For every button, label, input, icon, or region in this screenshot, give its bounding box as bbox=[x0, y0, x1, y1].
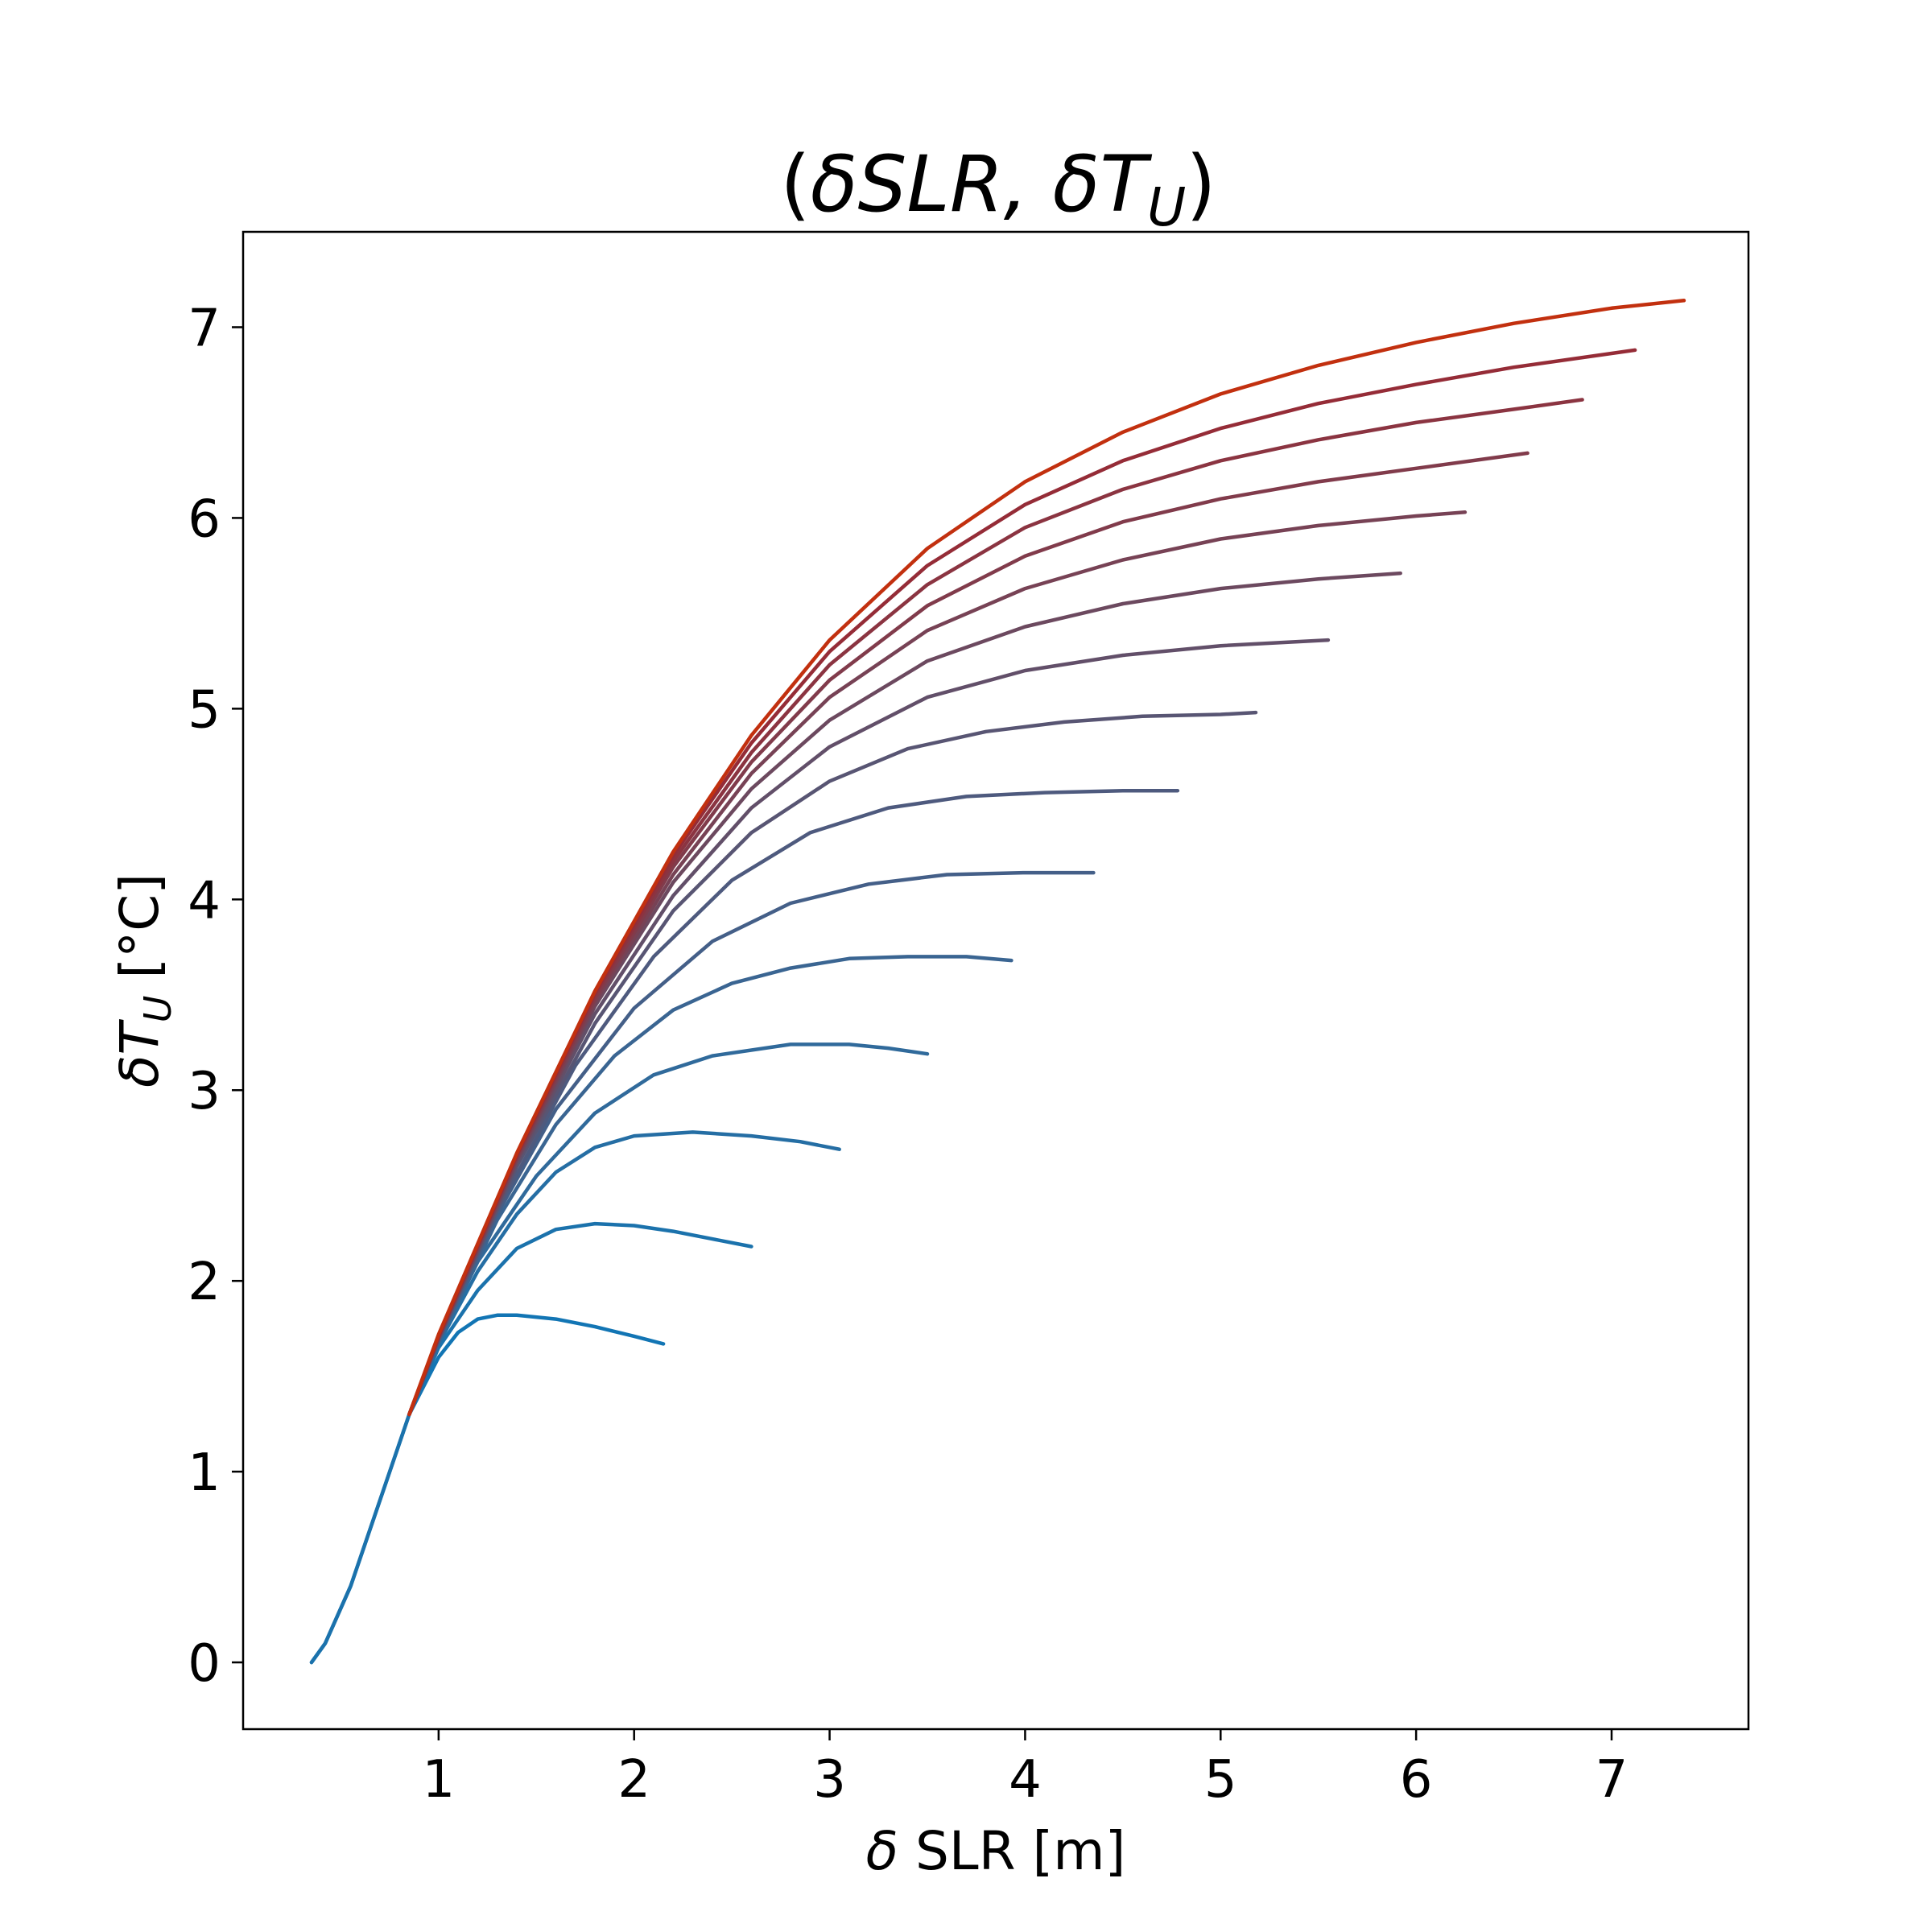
x-axis: 1 2 3 4 5 6 7 bbox=[422, 1729, 1628, 1810]
series-line-3 bbox=[407, 1130, 841, 1417]
y-axis: 0 1 2 3 4 5 6 7 bbox=[188, 299, 243, 1694]
x-axis-title: δ SLR [m] bbox=[866, 1820, 1126, 1882]
y-tick-label: 4 bbox=[188, 871, 221, 931]
x-tick-label: 2 bbox=[617, 1750, 650, 1810]
series-line-15 bbox=[407, 299, 1686, 1417]
series-line-2 bbox=[309, 1221, 753, 1665]
y-tick-label: 5 bbox=[188, 680, 221, 740]
x-tick-label: 1 bbox=[422, 1750, 455, 1810]
x-tick-label: 7 bbox=[1596, 1750, 1629, 1810]
plot-lines bbox=[309, 299, 1686, 1665]
x-tick-label: 5 bbox=[1204, 1750, 1237, 1810]
plot-frame bbox=[242, 230, 1750, 1731]
y-tick-label: 3 bbox=[188, 1062, 221, 1121]
x-tick-label: 4 bbox=[1009, 1750, 1042, 1810]
chart-title: (δSLR, δTU) bbox=[780, 139, 1216, 238]
y-tick-label: 2 bbox=[188, 1253, 221, 1312]
y-tick-label: 0 bbox=[188, 1634, 221, 1694]
y-tick-label: 7 bbox=[188, 299, 221, 358]
y-axis-title: δTU [°C] bbox=[109, 873, 180, 1088]
series-line-5 bbox=[407, 955, 1013, 1417]
x-tick-label: 3 bbox=[813, 1750, 846, 1810]
y-tick-label: 6 bbox=[188, 489, 221, 549]
x-tick-label: 6 bbox=[1400, 1750, 1433, 1810]
y-tick-label: 1 bbox=[188, 1443, 221, 1503]
